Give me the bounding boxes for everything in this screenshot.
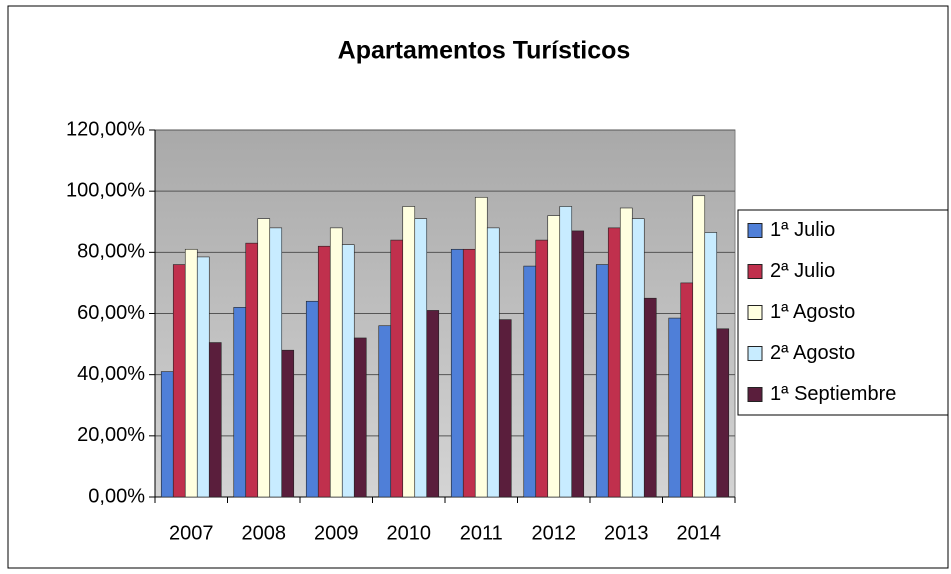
bar [172, 264, 186, 498]
legend-swatch [747, 264, 763, 279]
bar [704, 232, 718, 498]
y-tick-label: 80,00% [77, 241, 145, 263]
bar [595, 264, 609, 498]
chart-title: Apartamentos Turísticos [338, 37, 631, 65]
legend-label: 1ª Septiembre [770, 383, 896, 405]
bar [305, 300, 319, 498]
bar [680, 282, 694, 498]
legend-label: 2ª Julio [770, 260, 835, 282]
bar [208, 342, 222, 498]
bar [233, 307, 247, 498]
bar [474, 196, 488, 498]
bar [184, 248, 198, 498]
bar [426, 310, 440, 498]
bar [692, 195, 706, 498]
bar [716, 328, 730, 498]
bar [269, 227, 283, 498]
bar [281, 349, 295, 498]
bar [353, 337, 367, 498]
legend-label: 1ª Julio [770, 219, 835, 241]
bar [619, 207, 633, 498]
legend-swatch [747, 387, 763, 402]
y-tick-label: 120,00% [66, 118, 145, 140]
bar [245, 242, 259, 498]
bar [414, 218, 428, 498]
legend-swatch [747, 223, 763, 238]
bar [668, 317, 682, 498]
bar [535, 239, 549, 498]
bar [390, 239, 404, 498]
bar [631, 218, 645, 498]
bar [329, 227, 343, 498]
bar [547, 215, 561, 498]
legend-label: 2ª Agosto [770, 342, 855, 364]
y-tick-label: 40,00% [77, 363, 145, 385]
x-tick-label: 2008 [242, 522, 287, 544]
bar [378, 325, 392, 498]
y-tick-label: 20,00% [77, 424, 145, 446]
y-tick-label: 100,00% [66, 179, 145, 201]
x-tick-label: 2011 [460, 522, 503, 544]
bar [341, 244, 355, 498]
bar [160, 371, 174, 498]
x-tick-label: 2013 [604, 522, 649, 544]
y-tick-label: 0,00% [88, 485, 145, 507]
legend-box [737, 209, 949, 416]
x-tick-label: 2009 [314, 522, 359, 544]
x-tick-label: 2007 [169, 522, 214, 544]
legend-label: 1ª Agosto [770, 301, 855, 323]
bar [486, 227, 500, 498]
x-tick-label: 2012 [532, 522, 577, 544]
x-tick-label: 2014 [677, 522, 722, 544]
bar [317, 245, 331, 498]
bar [402, 206, 416, 498]
legend-swatch [747, 305, 763, 320]
bar [523, 265, 537, 498]
bar [450, 248, 464, 498]
bar [196, 256, 210, 498]
bar [498, 319, 512, 498]
bar [571, 230, 585, 498]
y-tick-label: 60,00% [77, 302, 145, 324]
x-tick-label: 2010 [387, 522, 432, 544]
legend-swatch [747, 346, 763, 361]
bar [257, 218, 271, 498]
bar [462, 248, 476, 498]
bar [607, 227, 621, 498]
bar [559, 206, 573, 498]
bar [643, 297, 657, 498]
